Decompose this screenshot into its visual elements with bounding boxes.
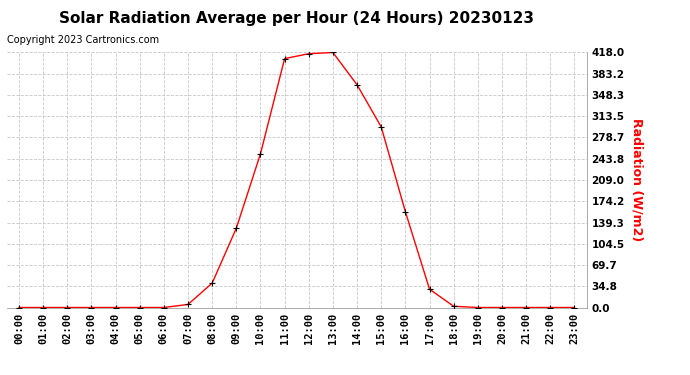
- Text: Copyright 2023 Cartronics.com: Copyright 2023 Cartronics.com: [7, 34, 159, 45]
- Y-axis label: Radiation (W/m2): Radiation (W/m2): [630, 118, 643, 242]
- Text: Solar Radiation Average per Hour (24 Hours) 20230123: Solar Radiation Average per Hour (24 Hou…: [59, 11, 534, 26]
